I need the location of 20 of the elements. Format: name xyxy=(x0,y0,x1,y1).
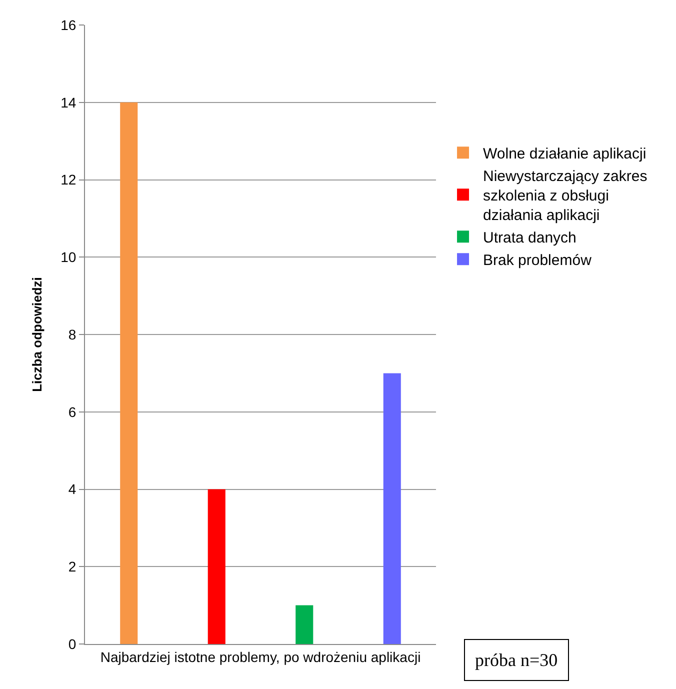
y-tick-label: 14 xyxy=(60,94,76,110)
y-tick-label: 0 xyxy=(68,636,76,652)
y-tick-label: 12 xyxy=(60,172,76,188)
y-tick-label: 16 xyxy=(60,16,76,33)
y-tick-label: 10 xyxy=(60,249,76,266)
bar xyxy=(120,102,138,644)
text: próba n=30 xyxy=(475,650,558,670)
y-axis-title: Liczba odpowiedzi xyxy=(30,277,45,392)
y-tick-label: 2 xyxy=(68,558,76,575)
legend-label: Utrata danych xyxy=(483,230,576,247)
legend-label: Wolne działanie aplikacji xyxy=(483,146,646,163)
legend-label: Brak problemów xyxy=(483,252,592,270)
y-tick-label: 6 xyxy=(68,404,76,420)
bar xyxy=(208,489,226,644)
y-tick-label: 4 xyxy=(68,481,76,498)
bar xyxy=(383,373,401,644)
x-tick-label: Najbardziej istotne problemy, po wdrożeniu aplikacji xyxy=(100,648,421,665)
legend-label: Niewystarczający zakres szkolenia z obsługi działania aplikacji xyxy=(483,168,648,224)
y-tick-label: 8 xyxy=(68,326,76,342)
bar xyxy=(296,605,314,644)
